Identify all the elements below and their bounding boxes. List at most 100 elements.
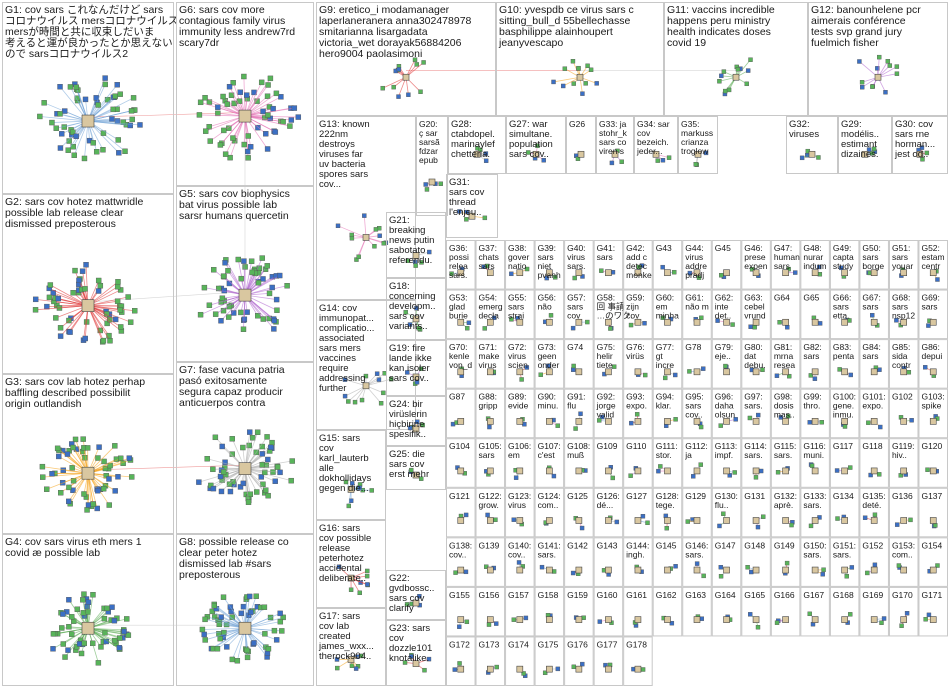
vertex-node[interactable]	[255, 124, 261, 131]
vertex-node[interactable]	[660, 264, 665, 270]
vertex-node[interactable]	[268, 444, 274, 451]
vertex-node[interactable]	[126, 455, 133, 461]
vertex-node[interactable]	[551, 569, 557, 574]
vertex-node[interactable]	[94, 505, 100, 512]
vertex-node[interactable]	[357, 590, 362, 596]
vertex-node[interactable]	[58, 490, 64, 496]
group-cell-g172[interactable]: G172	[446, 636, 476, 687]
vertex-node[interactable]	[284, 283, 290, 289]
vertex-node[interactable]	[807, 611, 812, 617]
vertex-node[interactable]	[56, 453, 62, 460]
vertex-node[interactable]	[81, 640, 87, 647]
vertex-node[interactable]	[572, 275, 577, 281]
vertex-node[interactable]	[112, 316, 119, 323]
group-cell-g132[interactable]: G132:aprè.	[770, 487, 801, 538]
vertex-node[interactable]	[660, 158, 666, 163]
vertex-node[interactable]	[894, 64, 900, 69]
vertex-node[interactable]	[748, 612, 753, 617]
hub-vertex[interactable]	[693, 517, 701, 524]
hub-vertex[interactable]	[347, 486, 355, 493]
vertex-node[interactable]	[202, 637, 208, 643]
vertex-node[interactable]	[730, 322, 735, 327]
vertex-node[interactable]	[277, 618, 284, 625]
hub-vertex[interactable]	[546, 517, 553, 524]
vertex-node[interactable]	[253, 593, 259, 599]
vertex-node[interactable]	[793, 270, 798, 275]
vertex-node[interactable]	[277, 469, 283, 476]
vertex-node[interactable]	[37, 113, 43, 120]
hub-vertex[interactable]	[929, 318, 937, 326]
vertex-node[interactable]	[369, 488, 374, 493]
vertex-node[interactable]	[249, 435, 256, 441]
vertex-node[interactable]	[580, 91, 585, 96]
vertex-node[interactable]	[78, 650, 85, 657]
group-cell-g170[interactable]: G170	[888, 586, 919, 637]
vertex-node[interactable]	[95, 455, 101, 461]
vertex-node[interactable]	[785, 325, 790, 330]
vertex-node[interactable]	[102, 81, 108, 88]
vertex-node[interactable]	[409, 467, 414, 473]
vertex-node[interactable]	[516, 560, 522, 565]
vertex-node[interactable]	[663, 375, 668, 381]
hub-vertex[interactable]	[841, 318, 848, 326]
vertex-node[interactable]	[220, 594, 227, 600]
hub-vertex[interactable]	[841, 616, 848, 623]
vertex-node[interactable]	[381, 390, 386, 396]
vertex-node[interactable]	[117, 91, 123, 97]
vertex-node[interactable]	[258, 79, 265, 86]
vertex-node[interactable]	[419, 260, 424, 265]
hub-vertex[interactable]	[516, 467, 524, 475]
group-cell-g76[interactable]: G76:virüs	[623, 339, 653, 389]
hub-vertex[interactable]	[723, 318, 730, 326]
vertex-node[interactable]	[346, 503, 352, 509]
group-cell-g168[interactable]: G168	[829, 586, 860, 637]
hub-vertex[interactable]	[870, 269, 878, 277]
hub-vertex[interactable]	[811, 616, 819, 623]
vertex-node[interactable]	[655, 158, 660, 163]
hub-vertex[interactable]	[347, 574, 355, 582]
vertex-node[interactable]	[211, 602, 217, 609]
hub-vertex[interactable]	[782, 566, 789, 574]
vertex-node[interactable]	[809, 463, 815, 468]
vertex-node[interactable]	[493, 517, 498, 522]
vertex-node[interactable]	[46, 294, 53, 301]
vertex-node[interactable]	[266, 290, 273, 297]
vertex-node[interactable]	[271, 326, 277, 332]
vertex-node[interactable]	[583, 81, 588, 86]
vertex-node[interactable]	[82, 335, 88, 342]
hub-vertex[interactable]	[900, 566, 908, 574]
hub-vertex[interactable]	[752, 566, 760, 574]
vertex-node[interactable]	[774, 373, 780, 378]
hub-vertex[interactable]	[870, 318, 878, 326]
vertex-node[interactable]	[418, 476, 424, 481]
vertex-node[interactable]	[749, 267, 755, 272]
vertex-node[interactable]	[611, 364, 617, 369]
vertex-node[interactable]	[80, 436, 86, 442]
vertex-node[interactable]	[719, 73, 724, 79]
hub-vertex[interactable]	[900, 418, 908, 425]
vertex-node[interactable]	[784, 560, 790, 566]
vertex-node[interactable]	[419, 366, 424, 371]
vertex-node[interactable]	[875, 66, 880, 71]
group-cell-g105[interactable]: G105:sars	[475, 438, 506, 488]
vertex-node[interactable]	[53, 315, 59, 321]
hub-vertex[interactable]	[929, 517, 937, 524]
vertex-node[interactable]	[509, 317, 514, 322]
vertex-node[interactable]	[748, 324, 753, 329]
vertex-node[interactable]	[365, 568, 370, 574]
vertex-node[interactable]	[106, 502, 112, 508]
hub-vertex[interactable]	[664, 566, 671, 574]
vertex-node[interactable]	[421, 60, 426, 65]
vertex-node[interactable]	[59, 131, 65, 137]
group-cell-g87[interactable]: G87	[446, 388, 476, 439]
hub-vertex[interactable]	[457, 616, 465, 623]
vertex-node[interactable]	[342, 377, 348, 382]
vertex-node[interactable]	[933, 523, 938, 528]
vertex-node[interactable]	[352, 399, 358, 405]
hub-vertex[interactable]	[577, 150, 585, 158]
vertex-node[interactable]	[287, 123, 293, 129]
vertex-node[interactable]	[335, 665, 340, 671]
hub-vertex[interactable]	[752, 368, 760, 376]
